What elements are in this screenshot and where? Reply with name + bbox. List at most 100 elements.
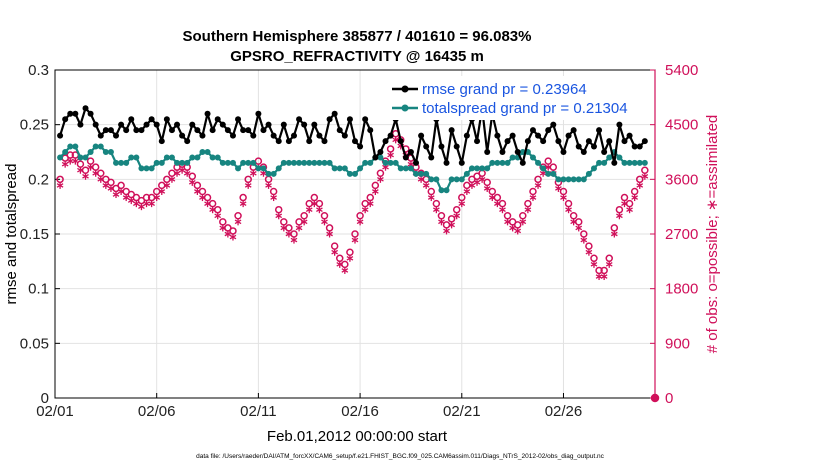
- rmse-point: [107, 127, 114, 134]
- assimilated-point: [371, 187, 379, 195]
- assimilated-point: [585, 248, 593, 256]
- rmse-point: [524, 138, 531, 145]
- possible-point: [610, 224, 619, 232]
- assimilated-point: [499, 206, 506, 214]
- assimilated-point: [321, 218, 328, 226]
- possible-point: [524, 199, 532, 208]
- assimilated-point: [122, 194, 130, 202]
- totalspread-point: [326, 159, 333, 166]
- x-tick-label: 02/01: [36, 403, 74, 420]
- assimilated-point: [285, 230, 293, 238]
- rmse-point: [280, 121, 287, 128]
- assimilated-point: [432, 206, 440, 214]
- assimilated-point: [153, 194, 161, 202]
- y-tick-label: 0.2: [28, 171, 49, 188]
- rmse-point: [275, 138, 282, 145]
- possible-point: [620, 193, 629, 202]
- rmse-point: [474, 138, 481, 145]
- totalspread-point: [529, 154, 536, 161]
- assimilated-point: [219, 224, 227, 232]
- possible-point: [625, 199, 634, 208]
- possible-point: [569, 212, 578, 220]
- legend-label-rmse: rmse grand pr = 0.23964: [422, 81, 587, 98]
- assimilated-point: [473, 178, 481, 186]
- rmse-point: [326, 116, 333, 123]
- rmse-point: [123, 127, 130, 134]
- rmse-point: [148, 116, 155, 123]
- assimilated-point: [519, 218, 527, 226]
- rmse-point: [641, 138, 648, 145]
- rmse-point: [509, 132, 516, 139]
- rmse-point: [250, 132, 257, 139]
- totalspread-point: [62, 149, 69, 155]
- rmse-point: [448, 127, 455, 134]
- totalspread-point: [585, 170, 592, 177]
- rmse-point: [585, 138, 592, 145]
- x-tick-label: 02/21: [443, 403, 481, 420]
- assimilated-point: [387, 151, 394, 159]
- assimilated-point: [117, 187, 125, 195]
- assimilated-point: [77, 166, 84, 174]
- y-tick-label: 0.1: [28, 281, 49, 298]
- x-tick-label: 02/06: [138, 403, 176, 420]
- possible-point: [117, 181, 125, 190]
- totalspread-point: [275, 165, 282, 172]
- assimilated-point: [249, 169, 257, 177]
- totalspread-point: [199, 149, 206, 155]
- possible-point: [513, 221, 522, 229]
- assimilated-point: [138, 203, 145, 211]
- rmse-point: [168, 127, 175, 134]
- rmse-point: [270, 132, 277, 139]
- x-axis: 02/01 02/06 02/11 02/16 02/21 02/26: [36, 393, 582, 420]
- assimilated-point: [316, 206, 323, 214]
- series-totalspread: [57, 143, 648, 194]
- totalspread-point: [240, 159, 247, 166]
- totalspread-point: [184, 159, 191, 166]
- rmse-point: [341, 132, 348, 139]
- possible-point: [432, 199, 441, 208]
- rmse-point: [97, 132, 104, 139]
- totalspread-point: [113, 159, 120, 166]
- rmse-point: [133, 127, 140, 134]
- totalspread-point: [306, 159, 313, 166]
- totalspread-point: [382, 159, 389, 166]
- possible-point: [549, 163, 558, 171]
- rmse-point: [570, 127, 577, 134]
- assimilated-point: [87, 163, 94, 171]
- rmse-point: [245, 127, 252, 134]
- assimilated-point: [148, 200, 155, 208]
- possible-point: [630, 187, 639, 196]
- assimilated-point: [331, 248, 339, 256]
- assimilated-point: [555, 184, 562, 192]
- y-axis-right: 0 900 1800 2700 3600 4500 5400: [650, 62, 698, 407]
- rmse-point: [67, 110, 74, 117]
- totalspread-point: [535, 159, 542, 166]
- totalspread-point: [346, 170, 353, 177]
- rmse-point: [260, 127, 267, 134]
- totalspread-point: [463, 170, 470, 177]
- possible-point: [447, 215, 456, 223]
- totalspread-point: [316, 159, 323, 166]
- rmse-point: [387, 132, 394, 139]
- totalspread-point: [143, 165, 150, 172]
- possible-point: [330, 242, 339, 250]
- rmse-point: [397, 138, 404, 145]
- assimilated-point: [616, 212, 623, 220]
- assimilated-point: [326, 230, 333, 238]
- assimilated-point: [188, 178, 196, 186]
- rmse-point: [484, 149, 491, 155]
- rmse-point: [82, 105, 89, 112]
- totalspread-point: [631, 159, 638, 166]
- rmse-point: [438, 143, 445, 150]
- rmse-point: [545, 127, 552, 134]
- totalspread-point: [601, 159, 608, 166]
- assimilated-point: [417, 175, 425, 183]
- possible-point: [574, 218, 583, 226]
- legend-background: [388, 76, 652, 120]
- possible-point: [442, 221, 451, 229]
- totalspread-point: [102, 149, 109, 155]
- assimilated-point: [448, 221, 455, 229]
- rmse-point: [529, 127, 536, 134]
- assimilated-point: [112, 191, 120, 199]
